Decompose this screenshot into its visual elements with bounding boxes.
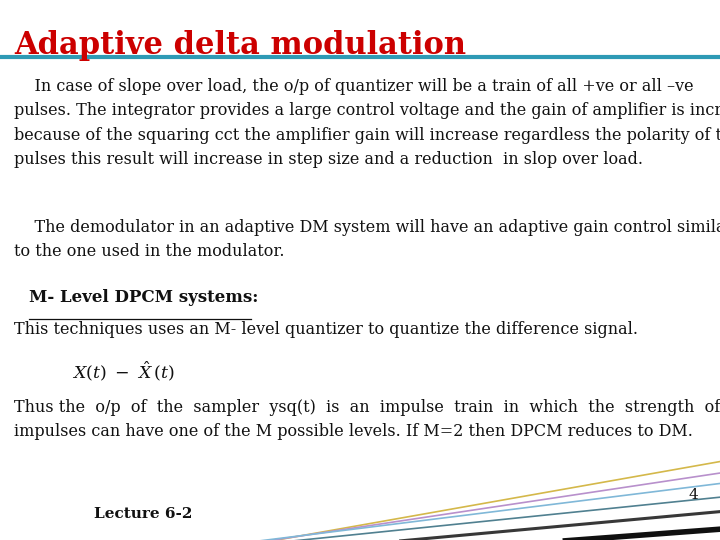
Text: M- Level DPCM systems:: M- Level DPCM systems: [29,289,258,306]
Text: Lecture 6-2: Lecture 6-2 [94,507,192,521]
Text: $X(t)\ -\ \hat{X}\,(t)$: $X(t)\ -\ \hat{X}\,(t)$ [72,359,174,382]
Text: This techniques uses an M- level quantizer to quantize the difference signal.: This techniques uses an M- level quantiz… [14,321,639,338]
Text: Adaptive delta modulation: Adaptive delta modulation [14,30,467,60]
Text: The demodulator in an adaptive DM system will have an adaptive gain control simi: The demodulator in an adaptive DM system… [14,219,720,260]
Text: 4: 4 [688,488,698,502]
Text: Thus the  o/p  of  the  sampler  ysq(t)  is  an  impulse  train  in  which  the : Thus the o/p of the sampler ysq(t) is an… [14,399,720,440]
Text: In case of slope over load, the o/p of quantizer will be a train of all +ve or a: In case of slope over load, the o/p of q… [14,78,720,168]
